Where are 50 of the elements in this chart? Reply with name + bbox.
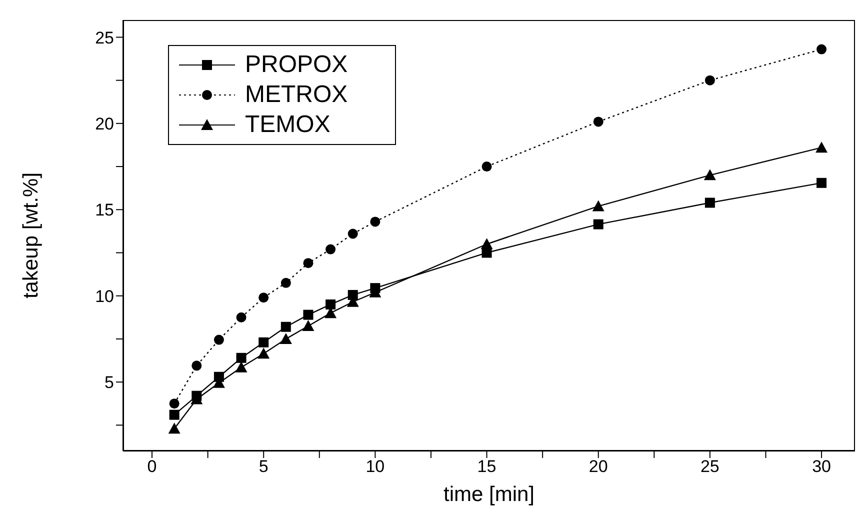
y-axis-title: takeup [wt.%]: [19, 172, 42, 299]
point: [169, 410, 180, 420]
point: [235, 361, 248, 372]
point: [214, 334, 224, 345]
point: [593, 219, 604, 230]
legend-label: TEMOX: [245, 111, 330, 139]
x-tick-label: 0: [147, 457, 157, 476]
point: [482, 162, 492, 172]
point: [816, 44, 827, 54]
legend-label: PROPOX: [245, 51, 348, 79]
point: [236, 352, 246, 363]
point: [704, 169, 716, 180]
point: [280, 278, 291, 288]
y-tick-label: 10: [95, 286, 114, 306]
point: [326, 299, 336, 310]
point: [326, 244, 336, 254]
x-tick-label: 15: [477, 457, 496, 476]
point: [258, 292, 269, 303]
point: [303, 310, 314, 320]
point: [816, 142, 828, 153]
y-tick-label: 5: [104, 373, 114, 392]
point: [258, 337, 269, 348]
x-tick-label: 25: [700, 457, 720, 476]
point: [704, 198, 715, 208]
point: [302, 320, 314, 332]
point: [280, 332, 292, 344]
point: [236, 312, 246, 322]
x-tick-label: 30: [812, 457, 831, 476]
point: [370, 216, 380, 227]
point: [280, 322, 291, 332]
legend-label: METROX: [245, 81, 348, 109]
point: [592, 200, 604, 212]
point: [192, 360, 202, 371]
point: [816, 178, 827, 188]
point: [169, 398, 180, 409]
point: [303, 258, 314, 268]
point: [168, 422, 180, 434]
y-tick-label: 20: [95, 114, 114, 134]
x-tick-label: 10: [366, 457, 385, 476]
point: [348, 228, 358, 239]
point: [348, 290, 358, 300]
point: [593, 116, 604, 127]
x-tick-label: 20: [588, 457, 608, 476]
point: [704, 75, 715, 86]
point: [480, 238, 493, 250]
y-tick-label: 15: [95, 200, 114, 220]
x-axis-title: time [min]: [443, 483, 535, 506]
x-tick-label: 5: [258, 457, 268, 476]
point: [258, 348, 270, 359]
y-tick-label: 25: [95, 28, 114, 48]
